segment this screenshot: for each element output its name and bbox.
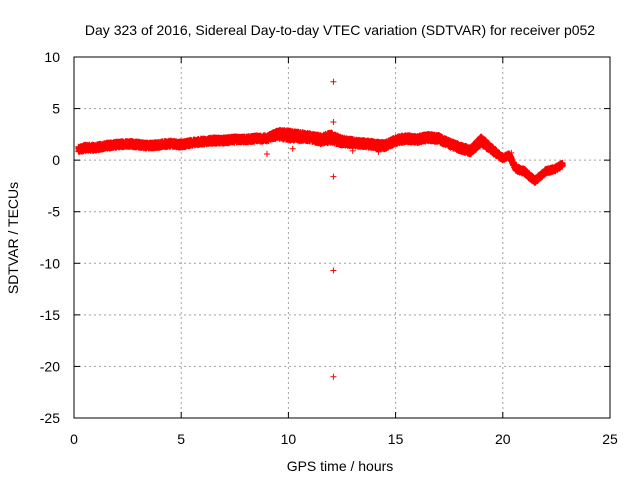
y-tick-label: 10 (44, 49, 60, 65)
outlier-point (289, 145, 296, 152)
outlier-point (349, 147, 356, 154)
outlier-point (375, 148, 382, 155)
x-tick-label: 20 (495, 431, 511, 447)
outlier-point (263, 150, 270, 157)
y-axis-label: SDTVAR / TECUs (5, 182, 21, 294)
outlier-point (330, 267, 337, 274)
y-tick-label: -25 (40, 410, 60, 426)
axes: 0 5 10 15 20 25 10 5 0 -5 -10 -15 -20 -25 (40, 49, 618, 447)
outlier-point (508, 149, 515, 156)
x-tick-label: 10 (281, 431, 297, 447)
x-tick-label: 5 (177, 431, 185, 447)
y-tick-label: -15 (40, 307, 60, 323)
x-tick-label: 15 (388, 431, 404, 447)
y-tick-label: 0 (52, 152, 60, 168)
y-tick-label: 5 (52, 101, 60, 117)
outlier-point (330, 373, 337, 380)
data-band (75, 127, 566, 186)
outlier-point (330, 78, 337, 85)
chart-title: Day 323 of 2016, Sidereal Day-to-day VTE… (85, 22, 595, 38)
x-tick-label: 25 (602, 431, 618, 447)
y-tick-label: -10 (40, 255, 60, 271)
y-tick-label: -20 (40, 358, 60, 374)
y-tick-label: -5 (48, 204, 61, 220)
x-axis-label: GPS time / hours (287, 458, 394, 474)
plot-frame (73, 56, 611, 419)
x-tick-label: 0 (70, 431, 78, 447)
outlier-point (330, 173, 337, 180)
grid-lines (74, 57, 610, 418)
data-points (75, 78, 566, 380)
outlier-point (330, 118, 337, 125)
